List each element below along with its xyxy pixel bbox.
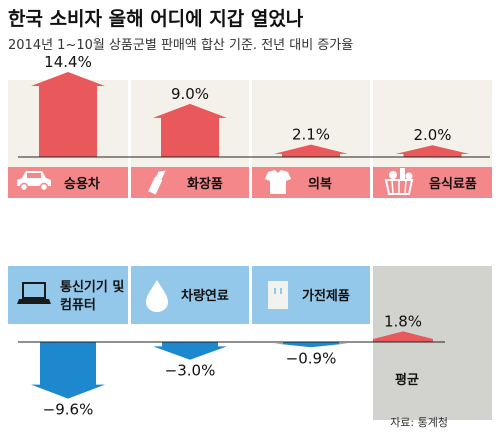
- category-panel-8: 평균 1.8%: [373, 266, 492, 420]
- chart-subtitle: 2014년 1~10월 상품군별 판매액 합산 기준. 전년 대비 증가율: [8, 38, 354, 53]
- value-label: 1.8%: [384, 312, 422, 330]
- fuel-drop-icon: [146, 280, 168, 312]
- basket-slat: [404, 179, 407, 195]
- value-label: 9.0%: [171, 85, 209, 103]
- shirt-shape: [265, 170, 291, 194]
- lipstick-base: [148, 176, 163, 195]
- category-label: 음식료품: [429, 176, 477, 192]
- value-label: 2.1%: [292, 126, 330, 144]
- category-panel-2: 9.0% 화장품: [131, 80, 249, 198]
- category-label: 차량연료: [181, 288, 229, 304]
- category-label: 의복: [308, 176, 332, 192]
- category-panel-7: 가전제품 −0.9%: [252, 266, 370, 367]
- category-label: 화장품: [187, 176, 223, 192]
- bar-6: [153, 342, 227, 360]
- category-label-band: [131, 167, 249, 198]
- source-note: 자료: 통계청: [390, 416, 448, 429]
- bar-2: [153, 103, 227, 157]
- lipstick-tip: [155, 170, 166, 180]
- grocery-basket-icon: [384, 168, 414, 195]
- category-label: 가전제품: [302, 288, 350, 304]
- produce: [389, 171, 397, 179]
- car-wheel: [19, 182, 29, 192]
- bar-average: [373, 331, 433, 342]
- laptop-keyboard: [17, 299, 51, 304]
- car-icon: [17, 171, 51, 192]
- laptop-screen: [22, 282, 46, 299]
- car-wheel: [39, 182, 49, 192]
- fridge-handle: [274, 288, 276, 294]
- car-body: [17, 171, 51, 186]
- category-label: 컴퓨터: [60, 297, 96, 313]
- chart-title: 한국 소비자 올해 어디에 지갑 열었나: [8, 8, 304, 30]
- category-panel-6: 차량연료 −3.0%: [131, 266, 249, 380]
- bar-7: [274, 342, 348, 348]
- cosmetics-icon: [148, 170, 166, 195]
- category-label: 통신기기 및: [60, 280, 124, 295]
- fridge-body: [268, 281, 288, 309]
- value-label: 2.0%: [413, 126, 451, 144]
- bar-1: [31, 72, 105, 157]
- bar-3: [274, 144, 348, 157]
- laptop-icon: [17, 282, 51, 304]
- drop-shape: [146, 280, 168, 312]
- value-label: −9.6%: [43, 401, 94, 419]
- category-panel-4: 2.0% 음식료품: [373, 80, 492, 198]
- average-panel: [373, 266, 492, 420]
- value-label: −3.0%: [165, 362, 216, 380]
- category-label-band: [8, 266, 128, 324]
- produce: [405, 172, 413, 180]
- bar-5: [31, 342, 105, 399]
- bar-4: [395, 145, 470, 157]
- clothing-icon: [265, 170, 291, 194]
- bottle: [400, 168, 405, 180]
- appliance-icon: [268, 281, 288, 309]
- category-label: 평균: [395, 372, 419, 388]
- basket-slat: [391, 179, 394, 195]
- category-panel-3: 2.1% 의복: [252, 80, 370, 198]
- value-label: −0.9%: [286, 349, 337, 367]
- fridge-handle: [280, 288, 282, 294]
- category-panel-1: 14.4% 승용차: [8, 53, 128, 198]
- car-window: [27, 173, 41, 178]
- value-label: 14.4%: [44, 53, 92, 71]
- category-label: 승용차: [64, 176, 100, 192]
